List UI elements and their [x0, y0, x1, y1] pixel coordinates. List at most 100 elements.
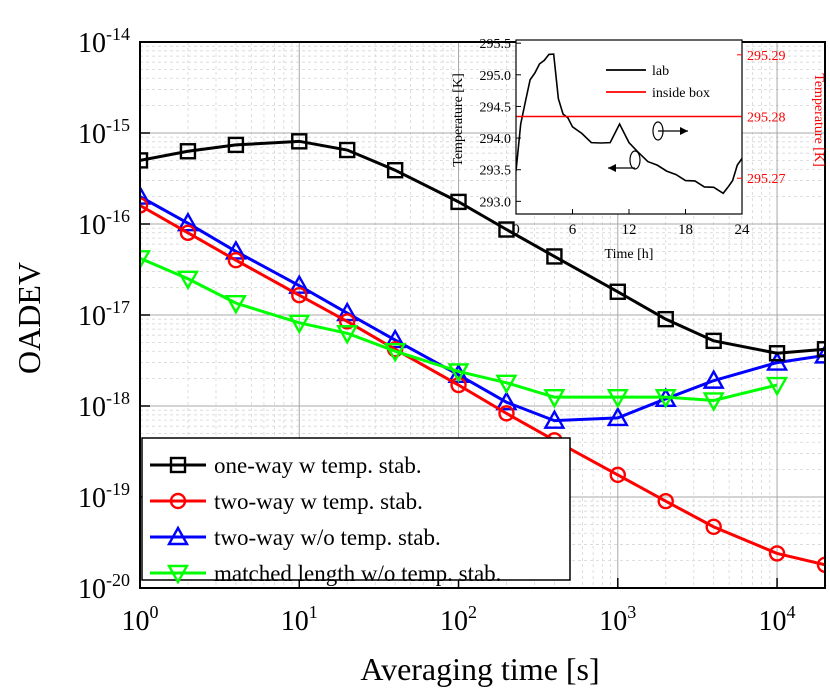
legend-swatch-marker	[166, 564, 190, 585]
inset-y-tick-label: 295.5	[480, 37, 512, 52]
legend: one-way w temp. stab. two-way w temp. sta…	[141, 437, 571, 586]
inset-x-tick-label: 18	[678, 222, 693, 238]
legend-swatch-marker	[169, 456, 187, 474]
inset-y-tick-label: 293.5	[480, 164, 512, 179]
right-axis-arrowhead	[680, 127, 688, 135]
data-point-marker	[291, 133, 308, 150]
data-point-marker	[227, 136, 245, 154]
series-line	[140, 256, 778, 402]
x-tick-label: 101	[281, 602, 318, 637]
data-point-marker	[140, 185, 152, 205]
inset-x-tick-label: 6	[569, 222, 577, 238]
data-point-marker	[768, 345, 786, 362]
y-tick-label: 10-15	[78, 115, 130, 150]
data-point-marker	[179, 224, 197, 242]
inset-lab-line	[516, 53, 742, 195]
data-point-marker	[179, 143, 197, 160]
data-point-marker	[224, 294, 247, 315]
inset-y-tick-label: 294.0	[480, 132, 512, 147]
data-point-marker	[498, 221, 515, 238]
data-point-marker	[447, 363, 470, 383]
legend-swatch-marker	[166, 525, 190, 546]
data-point-marker	[224, 239, 247, 260]
x-tick-label: 104	[759, 602, 796, 637]
data-point-marker	[140, 152, 149, 169]
inset-ticks: 0 6 12 18 24 293.0 293.5 294.0 294.5 295.0 295.5 29…	[480, 37, 786, 238]
y-tick-label: 10-19	[78, 479, 130, 514]
inset-x-axis-title: Time [h]	[605, 247, 654, 262]
data-point-marker	[766, 376, 789, 397]
data-point-marker	[288, 314, 311, 335]
inset-x-tick-label: 0	[512, 222, 520, 238]
inset-background	[516, 40, 742, 214]
inset-legend: lab inside box	[606, 64, 710, 101]
x-axis-title: Averaging time [s]	[360, 651, 599, 687]
series-0	[140, 133, 825, 362]
y-tick-label: 10-14	[78, 24, 130, 59]
data-point-marker	[609, 283, 626, 300]
inset-legend-label: lab	[652, 64, 669, 79]
inset-y2-axis-title: Temperature [K]	[811, 73, 826, 166]
data-point-marker	[705, 332, 722, 350]
legend-label: matched length w/o temp. stab.	[214, 561, 501, 586]
data-point-marker	[657, 310, 674, 328]
data-point-marker	[176, 211, 199, 232]
y-tick-label: 10-16	[78, 206, 130, 241]
data-point-marker	[609, 466, 626, 484]
data-point-marker	[813, 343, 825, 364]
y-tick-label: 10-18	[78, 388, 130, 423]
y-axis-title: OADEV	[11, 262, 47, 374]
x-tick-label: 100	[122, 602, 159, 637]
legend-label: one-way w temp. stab.	[214, 453, 422, 478]
data-point-marker	[702, 392, 725, 412]
series-line	[140, 204, 825, 567]
data-point-marker	[176, 270, 199, 291]
data-point-marker	[339, 141, 356, 159]
main-ticks: 100 101 102 103 104 10-14 10-15 10-16 10-17 10-18…	[78, 24, 796, 637]
data-point-marker	[140, 250, 152, 270]
x-tick-label: 102	[440, 602, 477, 637]
data-point-marker	[227, 252, 245, 269]
inset-y2-tick-label: 295.27	[747, 172, 786, 187]
inset-annotation-arrows	[608, 121, 688, 172]
data-point-marker	[384, 328, 407, 349]
data-point-marker	[606, 406, 629, 427]
x-tick-label: 103	[599, 602, 636, 637]
main-series-layer	[140, 133, 825, 573]
data-point-marker	[543, 409, 566, 429]
left-axis-marker-ellipse	[629, 150, 641, 170]
legend-label: two-way w/o temp. stab.	[214, 525, 441, 550]
y-tick-label: 10-17	[78, 297, 130, 332]
inset-series-clip-group	[516, 53, 742, 195]
inset-y-tick-label: 295.0	[480, 69, 512, 84]
inset-legend-label: inside box	[652, 86, 710, 101]
data-point-marker	[498, 405, 515, 422]
data-point-marker	[336, 325, 359, 345]
data-point-marker	[768, 545, 786, 562]
data-point-marker	[495, 374, 518, 395]
inset-y-axis-title: Temperature [K]	[451, 73, 466, 166]
data-point-marker	[291, 287, 308, 304]
data-point-marker	[386, 162, 404, 179]
data-point-marker	[606, 388, 629, 409]
data-point-marker	[766, 351, 789, 371]
inset-series-layer	[516, 53, 742, 195]
legend-label: two-way w temp. stab.	[214, 489, 423, 514]
data-point-marker	[657, 492, 674, 510]
data-point-marker	[546, 248, 563, 265]
left-axis-arrowhead	[608, 164, 616, 172]
data-point-marker	[288, 274, 311, 294]
inset-y-tick-label: 294.5	[480, 100, 512, 115]
data-point-marker	[339, 313, 356, 330]
data-point-marker	[450, 193, 467, 211]
inset-temperature-chart: 0 6 12 18 24 293.0 293.5 294.0 294.5 295.0 295.5 29…	[451, 37, 826, 262]
inset-y2-tick-label: 295.28	[747, 111, 786, 126]
data-point-marker	[495, 390, 518, 411]
inset-y2-tick-label: 295.29	[747, 49, 786, 64]
inset-x-tick-label: 24	[735, 222, 751, 238]
data-point-marker	[140, 197, 149, 214]
data-point-marker	[705, 518, 722, 536]
data-point-marker	[384, 343, 407, 363]
legend-box	[141, 437, 571, 581]
